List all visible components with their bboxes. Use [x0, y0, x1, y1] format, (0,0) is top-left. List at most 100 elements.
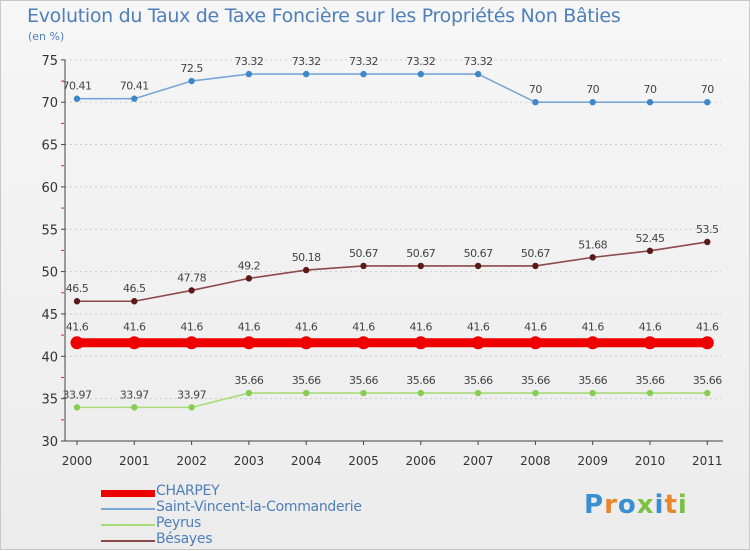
data-point: [188, 77, 195, 85]
data-label: 35.66: [349, 374, 378, 387]
legend-label: Peyrus: [156, 515, 201, 531]
data-point: [185, 336, 199, 350]
data-point: [245, 389, 253, 397]
data-point: [303, 266, 310, 274]
data-label: 70: [586, 83, 599, 96]
data-label: 33.97: [120, 388, 149, 401]
y-tick-label: 40: [41, 350, 58, 365]
data-label: 73.32: [406, 55, 435, 68]
proxiti-logo[interactable]: Proxiti: [584, 490, 688, 520]
data-point: [586, 336, 600, 350]
data-point: [474, 70, 482, 78]
data-point: [414, 336, 428, 350]
data-point: [589, 389, 596, 397]
y-tick-label: 55: [41, 223, 58, 238]
data-label: 73.32: [234, 55, 263, 68]
data-label: 35.66: [693, 374, 722, 387]
data-label: 35.66: [521, 374, 550, 387]
data-point: [131, 298, 138, 305]
data-point: [242, 336, 256, 350]
legend-swatch: [101, 490, 155, 497]
data-label: 41.6: [123, 321, 146, 334]
y-tick-label: 45: [41, 308, 58, 323]
data-label: 35.66: [234, 374, 263, 387]
data-point: [532, 262, 539, 270]
data-label: 35.66: [406, 374, 435, 387]
x-tick-label: 2008: [520, 454, 551, 468]
x-tick-label: 2001: [119, 454, 150, 468]
data-label: 41.6: [295, 321, 318, 334]
data-point: [471, 336, 485, 350]
data-point: [704, 238, 711, 246]
legend-swatch: [101, 540, 155, 542]
data-label: 35.66: [578, 374, 607, 387]
data-label: 41.6: [467, 321, 490, 334]
y-tick-label: 30: [41, 435, 58, 450]
data-point: [417, 70, 424, 78]
x-tick-label: 2003: [234, 454, 265, 468]
legend-swatch: [101, 508, 155, 510]
data-label: 73.32: [292, 55, 321, 68]
data-point: [417, 389, 424, 397]
y-tick-label: 35: [41, 393, 58, 408]
series-line: [77, 241, 708, 303]
data-point: [303, 389, 310, 397]
data-point: [474, 262, 482, 270]
data-label: 73.32: [349, 55, 378, 68]
data-point: [188, 287, 195, 294]
data-label: 70: [644, 83, 657, 96]
data-label: 50.67: [349, 247, 378, 260]
data-label: 35.66: [636, 374, 665, 387]
data-point: [360, 389, 367, 397]
legend-label: CHARPEY: [156, 483, 220, 499]
data-label: 50.67: [464, 247, 493, 260]
data-label: 73.32: [464, 55, 493, 68]
x-tick-label: 2011: [692, 454, 723, 468]
data-point: [357, 336, 370, 350]
data-label: 35.66: [292, 374, 321, 387]
data-label: 52.45: [636, 232, 665, 245]
data-label: 70: [701, 83, 714, 96]
data-point: [245, 70, 253, 78]
data-point: [303, 70, 310, 78]
data-label: 41.6: [180, 321, 203, 334]
data-label: 70: [529, 83, 542, 96]
data-point: [73, 404, 81, 411]
data-point: [528, 336, 542, 350]
data-point: [127, 336, 141, 350]
y-tick-label: 75: [41, 54, 58, 69]
x-tick-label: 2000: [62, 454, 93, 468]
data-point: [73, 95, 81, 102]
data-point: [532, 99, 539, 106]
x-tick-label: 2009: [577, 454, 608, 468]
y-tick-label: 70: [41, 96, 58, 111]
data-label: 46.5: [123, 282, 146, 295]
data-point: [131, 95, 138, 102]
y-tick-label: 60: [41, 181, 58, 196]
data-label: 41.6: [238, 321, 261, 334]
data-label: 41.6: [524, 321, 547, 334]
data-point: [589, 99, 596, 106]
data-point: [532, 389, 539, 397]
data-label: 70.41: [120, 80, 149, 93]
data-label: 33.97: [63, 388, 92, 401]
data-point: [299, 336, 313, 350]
data-point: [646, 389, 654, 397]
data-point: [646, 99, 654, 106]
data-label: 35.66: [464, 374, 493, 387]
y-tick-label: 50: [41, 266, 58, 281]
chart-title: Evolution du Taux de Taxe Foncière sur l…: [27, 5, 621, 27]
data-point: [700, 336, 714, 350]
data-point: [704, 389, 711, 397]
chart-unit-label: (en %): [28, 30, 65, 43]
series-line: [77, 73, 708, 103]
data-point: [245, 275, 253, 282]
data-label: 50.67: [521, 247, 550, 260]
x-tick-label: 2004: [291, 454, 322, 468]
data-label: 72.5: [180, 62, 203, 75]
data-point: [704, 99, 711, 106]
legend-label: Saint-Vincent-la-Commanderie: [156, 499, 362, 515]
data-point: [360, 70, 367, 78]
